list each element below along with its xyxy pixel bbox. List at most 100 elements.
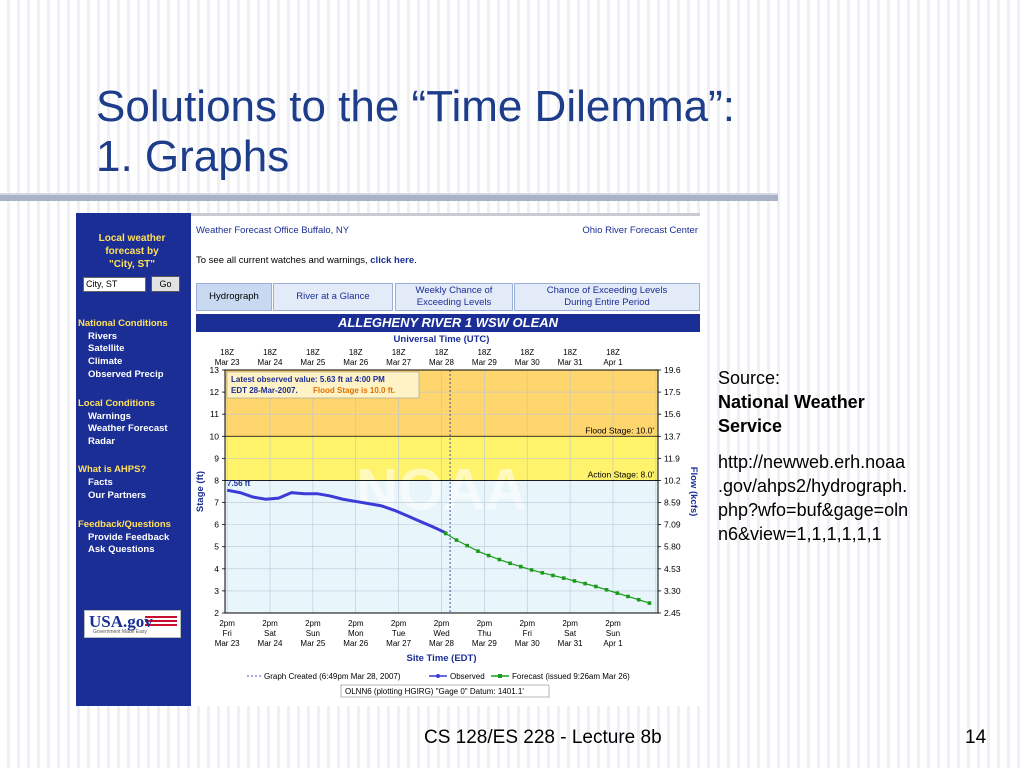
sidebar-item-ask-questions[interactable]: Ask Questions [88, 544, 155, 555]
bottom-axis-title: Site Time (EDT) [406, 653, 476, 664]
tab-label-line: Weekly Chance of [415, 285, 493, 296]
source-name-line: National Weather [718, 392, 865, 412]
usagov-logo[interactable]: USA.gov Government Made Easy [84, 610, 181, 638]
tab-chance-entire-period[interactable]: Chance of Exceeding Levels During Entire … [514, 283, 700, 311]
top-tick-label: 18Z [477, 348, 491, 357]
main-panel: Weather Forecast Office Buffalo, NY Ohio… [191, 213, 700, 706]
forecast-point [519, 564, 523, 569]
sidebar-item-climate[interactable]: Climate [88, 356, 123, 367]
gage-box-label: OLNN6 (plotting HGIRG) "Gage 0" Datum: 1… [345, 687, 524, 696]
warnings-click-here-link[interactable]: click here [370, 255, 415, 266]
y-tick-label: 12 [210, 387, 220, 397]
y-tick-label: 2 [214, 608, 219, 618]
bottom-tick-label: 2pm [219, 619, 235, 628]
legend-observed-label: Observed [450, 672, 485, 681]
sidebar-item-weather-forecast[interactable]: Weather Forecast [88, 423, 168, 434]
sidebar-section-national: National Conditions [78, 318, 168, 329]
rfc-link[interactable]: Ohio River Forecast Center [582, 225, 698, 236]
city-search-input[interactable]: City, ST [83, 277, 146, 292]
forecast-point [647, 601, 652, 605]
bottom-tick-label: Mar 28 [429, 639, 454, 648]
y2-tick-label: 8.59 [664, 498, 681, 508]
top-tick-label: Apr 1 [603, 358, 623, 367]
forecast-point [454, 538, 459, 542]
tab-river-at-a-glance[interactable]: River at a Glance [273, 283, 393, 311]
forecast-point [486, 553, 491, 558]
tab-weekly-chance[interactable]: Weekly Chance of Exceeding Levels [395, 283, 513, 311]
y-tick-label: 6 [214, 520, 219, 530]
top-tick-label: 18Z [263, 348, 277, 357]
top-axis-title: Universal Time (UTC) [394, 334, 490, 345]
bottom-tick-label: 2pm [262, 619, 278, 628]
bottom-tick-label: Apr 1 [603, 639, 623, 648]
forecast-point [572, 579, 577, 583]
y2-tick-label: 19.6 [664, 365, 681, 375]
y-tick-label: 13 [210, 365, 220, 375]
top-tick-label: 18Z [435, 348, 449, 357]
bottom-tick-label: Mar 30 [515, 639, 540, 648]
tab-label-line: Chance of Exceeding Levels [546, 285, 668, 296]
wfo-link[interactable]: Weather Forecast Office Buffalo, NY [196, 225, 350, 236]
bottom-tick-label: Sun [306, 629, 320, 638]
slide-number: 14 [965, 727, 987, 748]
forecast-point [465, 543, 470, 548]
y-tick-label: 4 [214, 564, 219, 574]
top-tick-label: Mar 26 [343, 358, 368, 367]
bottom-tick-label: Mar 26 [343, 639, 368, 648]
legend-forecast-marker [498, 674, 502, 678]
sidebar-item-facts[interactable]: Facts [88, 477, 113, 488]
sidebar-header: Local weather forecast by "City, ST" [76, 232, 188, 271]
bottom-tick-label: Thu [477, 629, 491, 638]
bottom-tick-label: 2pm [305, 619, 321, 628]
usagov-text: USA.gov [89, 612, 153, 631]
gage-box [340, 684, 550, 698]
top-tick-label: 18Z [563, 348, 577, 357]
bottom-tick-label: Mar 31 [558, 639, 583, 648]
url-line: http://newweb.erh.noaa [718, 452, 906, 472]
top-tick-label: 18Z [220, 348, 234, 357]
sidebar-item-rivers[interactable]: Rivers [88, 331, 118, 342]
tab-label-line: Exceeding Levels [416, 297, 492, 308]
legend-created-label: Graph Created (6:49pm Mar 28, 2007) [264, 672, 401, 681]
chart-title: ALLEGHENY RIVER 1 WSW OLEAN [196, 314, 700, 332]
callout-flood-stage: Flood Stage is 10.0 ft. [313, 386, 395, 395]
sidebar-section-feedback: Feedback/Questions [78, 519, 171, 530]
source-block: Source: National Weather Service [718, 366, 978, 438]
top-tick-label: Mar 24 [258, 358, 283, 367]
bottom-tick-label: 2pm [477, 619, 493, 628]
slide-footer: CS 128/ES 228 - Lecture 8b [424, 727, 662, 748]
sidebar-item-our-partners[interactable]: Our Partners [88, 490, 147, 501]
y-tick-label: 3 [214, 586, 219, 596]
url-line: php?wfo=buf&gage=oln [718, 500, 909, 520]
forecast-point [551, 573, 555, 578]
bottom-tick-label: 2pm [434, 619, 450, 628]
sidebar-item-warnings[interactable]: Warnings [88, 411, 131, 422]
sidebar-item-observed-precip[interactable]: Observed Precip [88, 369, 164, 380]
max-observed-label: 7.56 ft [227, 479, 250, 488]
sidebar-item-radar[interactable]: Radar [88, 436, 115, 447]
usagov-subtext: Government Made Easy [93, 629, 147, 635]
tab-hydrograph[interactable]: Hydrograph [196, 283, 272, 311]
top-tick-label: Mar 30 [515, 358, 540, 367]
action-stage-label: Action Stage: 8.0' [588, 469, 655, 479]
forecast-point [561, 576, 566, 580]
y2-tick-label: 13.7 [664, 431, 681, 441]
top-tick-label: 18Z [349, 348, 363, 357]
url-line: .gov/ahps2/hydrograph. [718, 476, 908, 496]
bottom-tick-label: Mar 29 [472, 639, 497, 648]
go-button[interactable]: Go [151, 276, 180, 292]
forecast-point [540, 570, 545, 575]
y2-tick-label: 2.45 [664, 608, 681, 618]
forecast-point [443, 531, 448, 536]
y-tick-label: 7 [214, 498, 219, 508]
sidebar-header-line: forecast by [105, 246, 159, 257]
y-axis-title: Stage (ft) [195, 471, 206, 512]
top-tick-label: 18Z [606, 348, 620, 357]
sidebar-item-satellite[interactable]: Satellite [88, 343, 125, 354]
bottom-tick-label: Fri [222, 629, 232, 638]
sidebar-item-provide-feedback[interactable]: Provide Feedback [88, 532, 170, 543]
bottom-tick-label: Sat [564, 629, 577, 638]
tab-label-line: During Entire Period [564, 297, 650, 308]
bottom-tick-label: Mar 23 [215, 639, 240, 648]
warnings-period: . [414, 255, 417, 266]
